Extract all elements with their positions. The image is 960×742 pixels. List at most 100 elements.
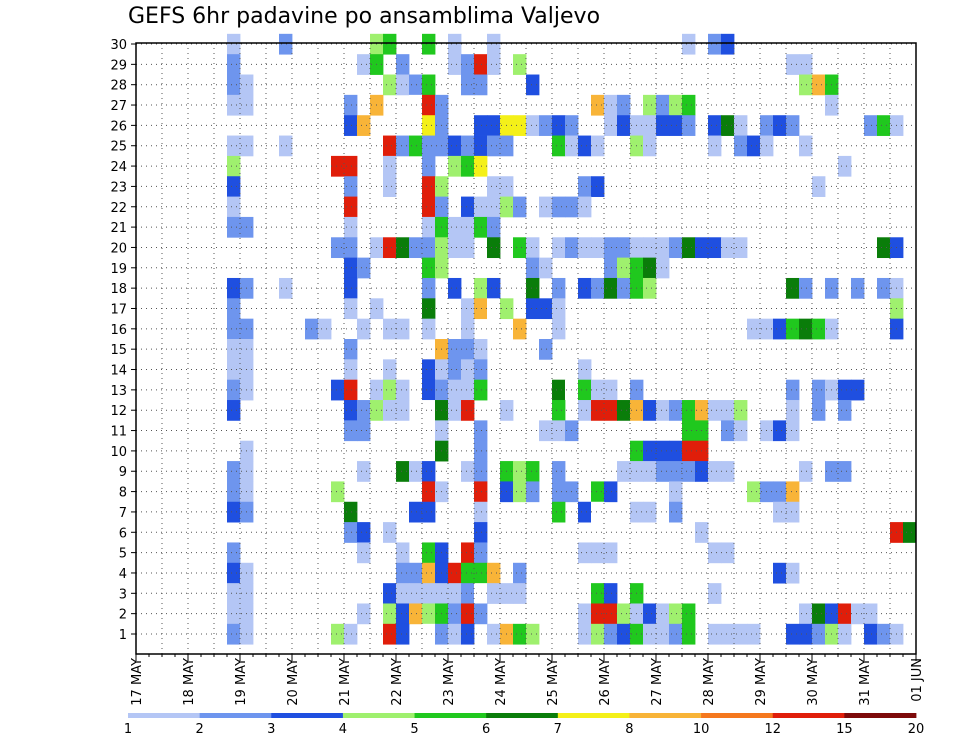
heatmap-cell xyxy=(461,562,475,584)
heatmap-cell xyxy=(487,176,501,197)
heatmap-cell xyxy=(422,277,436,299)
colorbar-label: 2 xyxy=(195,722,203,737)
heatmap-cell xyxy=(227,562,241,584)
heatmap-cell xyxy=(812,318,826,340)
heatmap-cell xyxy=(526,74,540,96)
heatmap-cell xyxy=(461,54,475,75)
heatmap-cell xyxy=(474,420,488,442)
heatmap-cell xyxy=(422,562,436,584)
heatmap-cell xyxy=(357,522,371,543)
heatmap-cell xyxy=(617,623,631,645)
heatmap-cell xyxy=(513,481,527,503)
heatmap-cell xyxy=(383,135,397,157)
heatmap-cell xyxy=(474,522,488,543)
heatmap-cell xyxy=(643,461,657,482)
colorbar-swatch xyxy=(844,713,917,718)
colorbar-label: 20 xyxy=(908,722,925,737)
y-tick-label: 23 xyxy=(110,180,127,195)
heatmap-cell xyxy=(656,603,670,625)
heatmap-cell xyxy=(656,461,670,482)
heatmap-cell xyxy=(474,440,488,462)
heatmap-cell xyxy=(474,501,488,523)
heatmap-cell xyxy=(461,400,475,421)
colorbar-swatch xyxy=(557,713,630,718)
heatmap-cell xyxy=(279,135,293,157)
heatmap-cell xyxy=(617,257,631,279)
y-tick-label: 28 xyxy=(110,79,127,94)
colorbar-swatch xyxy=(772,713,845,718)
heatmap-cell xyxy=(526,237,540,259)
heatmap-cell xyxy=(682,94,696,116)
x-tick-label: 27 MAY xyxy=(650,658,665,706)
heatmap-cell xyxy=(227,135,241,157)
heatmap-cell xyxy=(578,359,592,381)
y-tick-label: 30 xyxy=(110,38,127,53)
heatmap-cell xyxy=(552,461,566,482)
heatmap-cell xyxy=(461,339,475,360)
heatmap-cell xyxy=(396,623,410,645)
heatmap-cell xyxy=(513,115,527,136)
heatmap-cell xyxy=(604,400,618,421)
heatmap-cell xyxy=(578,501,592,523)
heatmap-cell xyxy=(552,277,566,299)
heatmap-cell xyxy=(422,501,436,523)
heatmap-cell xyxy=(643,400,657,421)
heatmap-cell xyxy=(331,623,345,645)
heatmap-cell xyxy=(396,135,410,157)
heatmap-cell xyxy=(227,196,241,218)
y-tick-label: 22 xyxy=(110,201,127,216)
colorbar-swatch xyxy=(414,713,487,718)
heatmap-cell xyxy=(448,54,462,75)
heatmap-cell xyxy=(552,196,566,218)
heatmap-cell xyxy=(643,135,657,157)
heatmap-cell xyxy=(617,277,631,299)
heatmap-cell xyxy=(474,155,488,177)
heatmap-cell xyxy=(708,33,722,55)
heatmap-cell xyxy=(669,623,683,645)
heatmap-cell xyxy=(773,562,787,584)
heatmap-cell xyxy=(461,379,475,401)
x-tick-label: 19 MAY xyxy=(234,658,249,706)
heatmap-cell xyxy=(721,542,735,564)
heatmap-cell xyxy=(773,420,787,442)
heatmap-cell xyxy=(422,623,436,645)
heatmap-cell xyxy=(526,115,540,136)
y-tick-label: 13 xyxy=(110,384,127,399)
heatmap-cell xyxy=(734,115,748,136)
x-tick-label: 23 MAY xyxy=(442,658,457,706)
heatmap-cell xyxy=(422,216,436,238)
x-tick-label: 24 MAY xyxy=(494,658,509,706)
heatmap-cell xyxy=(669,237,683,259)
heatmap-cell xyxy=(474,277,488,299)
heatmap-cell xyxy=(604,94,618,116)
heatmap-cell xyxy=(838,155,852,177)
heatmap-cell xyxy=(682,440,696,462)
heatmap-cell xyxy=(487,583,501,604)
heatmap-cell xyxy=(734,237,748,259)
y-tick-label: 9 xyxy=(119,465,127,480)
heatmap-cell xyxy=(422,440,436,462)
heatmap-cell xyxy=(227,155,241,177)
heatmap-cell xyxy=(708,237,722,259)
heatmap-cell xyxy=(474,379,488,401)
heatmap-cell xyxy=(799,603,813,625)
heatmap-cell xyxy=(799,623,813,645)
heatmap-cell xyxy=(383,379,397,401)
heatmap-cell xyxy=(461,196,475,218)
heatmap-cell xyxy=(812,379,826,401)
heatmap-cell xyxy=(383,583,397,604)
y-tick-label: 11 xyxy=(110,425,127,440)
heatmap-cell xyxy=(227,481,241,503)
colorbar-swatch xyxy=(486,713,559,718)
heatmap-cell xyxy=(526,277,540,299)
heatmap-cell xyxy=(708,400,722,421)
heatmap-cell xyxy=(448,359,462,381)
heatmap-cell xyxy=(461,216,475,238)
colorbar-label: 1 xyxy=(124,722,132,737)
y-tick-label: 2 xyxy=(119,608,127,623)
heatmap-cell xyxy=(409,461,423,482)
heatmap-cell xyxy=(617,115,631,136)
heatmap-cell xyxy=(552,298,566,320)
heatmap-cell xyxy=(396,318,410,340)
